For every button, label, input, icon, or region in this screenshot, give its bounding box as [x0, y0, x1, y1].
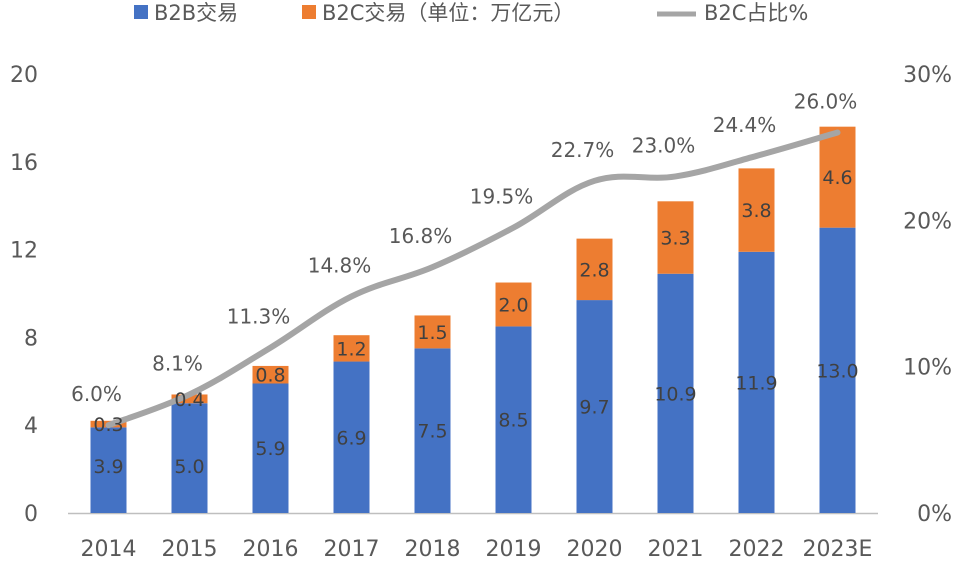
label-b2b: 8.5 — [498, 410, 528, 432]
label-b2b: 10.9 — [654, 383, 696, 405]
label-b2b: 11.9 — [735, 372, 777, 394]
label-ratio: 23.0% — [632, 133, 696, 157]
bar-b2c — [738, 168, 775, 252]
label-b2c: 3.3 — [660, 228, 690, 250]
bar-b2b — [576, 300, 613, 513]
label-ratio: 11.3% — [227, 305, 291, 329]
label-b2c: 0.3 — [93, 414, 123, 436]
y-left-tick-label: 4 — [24, 414, 38, 439]
label-b2c: 0.8 — [255, 365, 285, 387]
label-b2b: 7.5 — [417, 421, 447, 443]
y-right-tick-label: 0% — [917, 502, 952, 527]
ratio-line-layer — [105, 129, 841, 429]
label-ratio: 16.8% — [389, 224, 453, 248]
bar-b2b — [657, 273, 694, 513]
label-b2b: 5.0 — [174, 456, 204, 478]
x-tick-label: 2015 — [162, 537, 218, 562]
bars — [90, 126, 856, 514]
bar-b2c — [333, 335, 370, 362]
label-b2c: 1.5 — [417, 322, 447, 344]
x-tick-label: 2022 — [729, 537, 785, 562]
y-right-tick-label: 20% — [903, 209, 952, 234]
y-left-tick-label: 16 — [10, 151, 38, 176]
label-b2b: 6.9 — [336, 427, 366, 449]
label-b2c: 0.4 — [174, 389, 204, 411]
x-tick-label: 2014 — [81, 537, 137, 562]
x-tick-label: 2018 — [405, 537, 461, 562]
y-right-tick-label: 30% — [903, 63, 952, 88]
x-tick-label: 2016 — [243, 537, 299, 562]
label-ratio: 19.5% — [470, 185, 534, 209]
axes: 0 4 8 12 16 20 0% 10% 20% 30% 2014 2015 2016 2017 2018… — [10, 63, 952, 562]
bar-b2c — [576, 238, 613, 301]
label-ratio: 26.0% — [794, 90, 858, 114]
legend-b2b-swatch — [134, 5, 148, 19]
bar-b2b — [252, 383, 289, 513]
label-b2c: 3.8 — [741, 200, 771, 222]
y-left-tick-label: 0 — [24, 502, 38, 527]
y-left-tick-label: 8 — [24, 326, 38, 351]
label-ratio: 14.8% — [308, 253, 372, 277]
x-tick-label: 2023E — [803, 537, 873, 562]
y-left-tick-label: 20 — [10, 63, 38, 88]
bar-b2c — [495, 282, 532, 327]
label-ratio: 22.7% — [551, 138, 615, 162]
bar-b2b — [738, 251, 775, 514]
label-b2b: 5.9 — [255, 438, 285, 460]
label-b2b: 9.7 — [579, 397, 609, 419]
bar-b2c — [819, 126, 856, 228]
legend-b2c-label: B2C交易（单位：万亿元） — [322, 1, 574, 25]
y-left-tick-label: 12 — [10, 239, 38, 264]
label-ratio: 8.1% — [152, 351, 203, 375]
x-tick-label: 2017 — [324, 537, 380, 562]
ratio-line — [105, 129, 841, 429]
legend-ratio-label: B2C占比% — [704, 1, 808, 25]
x-tick-label: 2020 — [567, 537, 623, 562]
bar-b2b — [819, 227, 856, 513]
label-ratio: 24.4% — [713, 113, 777, 137]
label-b2c: 1.2 — [336, 338, 366, 360]
x-tick-label: 2021 — [648, 537, 704, 562]
legend-b2c-swatch — [302, 5, 316, 19]
bar-b2c — [252, 365, 289, 384]
label-b2c: 2.8 — [579, 259, 609, 281]
bar-b2b — [90, 427, 127, 513]
label-b2b: 13.0 — [816, 360, 858, 382]
bar-b2c — [171, 394, 208, 404]
legend: B2B交易 B2C交易（单位：万亿元） B2C占比% — [134, 1, 808, 25]
label-b2b: 3.9 — [93, 456, 123, 478]
y-right-tick-label: 10% — [903, 356, 952, 381]
x-tick-label: 2019 — [486, 537, 542, 562]
bar-b2c — [657, 201, 694, 274]
label-b2c: 2.0 — [498, 294, 528, 316]
legend-b2b-label: B2B交易 — [154, 1, 238, 25]
data-labels: 3.9 0.3 5.0 0.4 5.9 0.8 6.9 1.2 7.5 1.5 8.5 2.0 9.7 2… — [71, 90, 859, 478]
bar-b2b — [333, 361, 370, 513]
label-ratio: 6.0% — [71, 382, 122, 406]
label-b2c: 4.6 — [822, 167, 852, 189]
bar-b2b — [414, 348, 451, 513]
bar-b2c — [414, 315, 451, 349]
bar-b2b — [495, 326, 532, 513]
bar-b2b — [171, 403, 208, 513]
